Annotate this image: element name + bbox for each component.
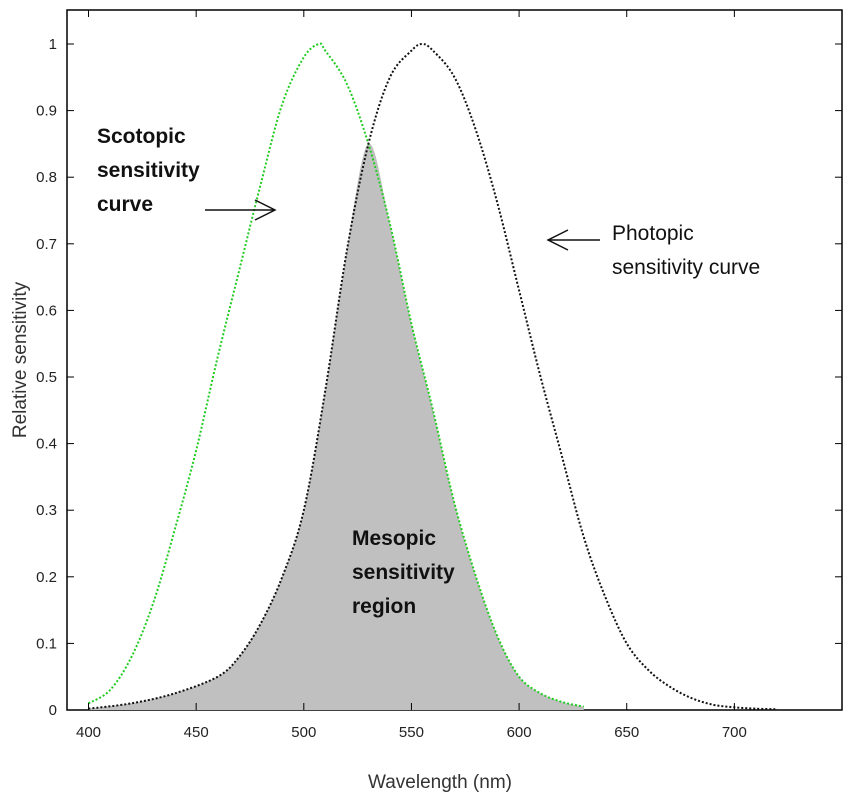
x-tick-label: 550 (399, 724, 424, 741)
x-tick-label: 700 (722, 724, 747, 741)
y-axis-ticks: 0 0.1 0.2 0.3 0.4 0.5 0.6 0.7 0.8 0.9 1 (36, 36, 842, 719)
y-tick-label: 0.2 (36, 569, 57, 586)
scotopic-label-line-3: curve (97, 193, 153, 216)
y-tick-label: 0.4 (36, 436, 57, 453)
y-tick-label: 0.7 (36, 236, 57, 253)
y-tick-label: 1 (49, 36, 57, 53)
x-tick-label: 500 (291, 724, 316, 741)
x-axis-ticks: 400 450 500 550 600 650 700 (76, 10, 747, 741)
mesopic-label-line-2: sensitivity (352, 561, 455, 584)
scotopic-pointer-arrow (205, 199, 277, 221)
photopic-curve-line (88, 42, 778, 711)
scotopic-label-line-2: sensitivity (97, 159, 200, 182)
x-axis-title: Wavelength (nm) (368, 772, 512, 793)
x-tick-label: 450 (184, 724, 209, 741)
scotopic-label-line-1: Scotopic (97, 125, 186, 148)
photopic-label-line-1: Photopic (612, 222, 694, 245)
photopic-annotation: Photopic sensitivity curve (612, 222, 760, 279)
scotopic-annotation: Scotopic sensitivity curve (97, 125, 206, 216)
scotopic-curve-line (87, 42, 584, 708)
photopic-pointer-arrow (546, 229, 600, 251)
mesopic-label-line-1: Mesopic (352, 527, 436, 550)
mesopic-annotation: Mesopic sensitivity region (352, 527, 461, 618)
y-tick-label: 0.5 (36, 369, 57, 386)
y-tick-label: 0.1 (36, 635, 57, 652)
photopic-label-line-2: sensitivity curve (612, 256, 760, 279)
y-tick-label: 0.9 (36, 103, 57, 120)
y-tick-label: 0 (49, 702, 57, 719)
mesopic-region-fill (88, 143, 584, 711)
y-axis-title: Relative sensitivity (10, 281, 31, 438)
y-tick-label: 0.8 (36, 169, 57, 186)
x-tick-label: 600 (507, 724, 532, 741)
x-tick-label: 650 (614, 724, 639, 741)
y-tick-label: 0.6 (36, 302, 57, 319)
y-tick-label: 0.3 (36, 502, 57, 519)
x-tick-label: 400 (76, 724, 101, 741)
mesopic-label-line-3: region (352, 595, 416, 618)
